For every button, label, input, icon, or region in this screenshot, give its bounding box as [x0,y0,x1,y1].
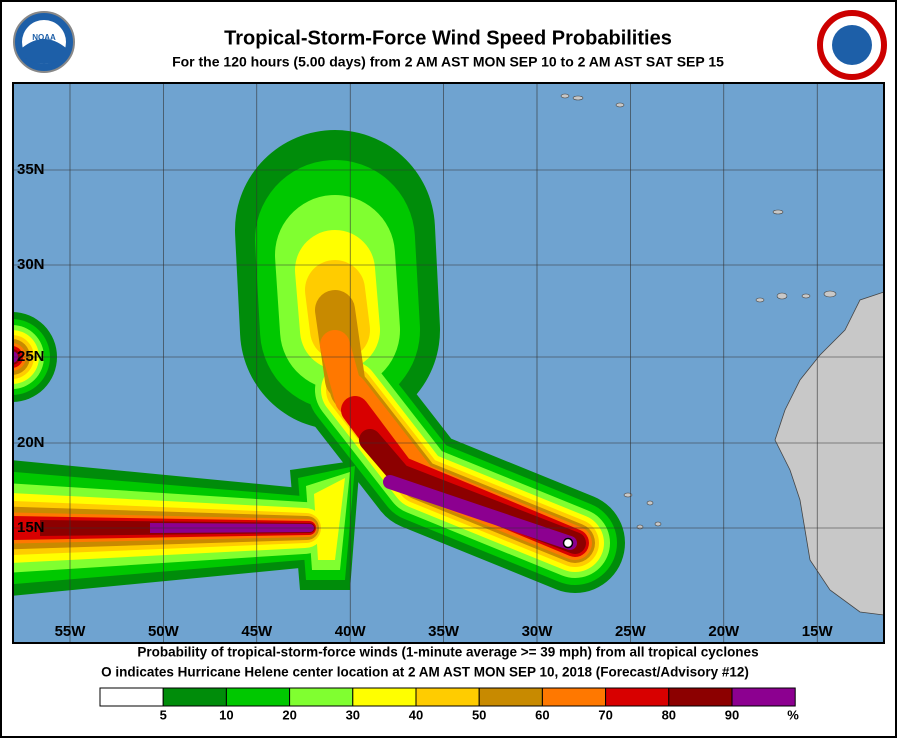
island [572,95,584,101]
nws-logo-inner [832,25,872,65]
contour-track [383,475,577,550]
legend-swatch [731,687,796,707]
contour-link [314,478,345,560]
lon-label: 20W [708,623,740,640]
legend-swatch [605,687,670,707]
lon-label: 15W [802,623,834,640]
lon-label: 50W [148,623,180,640]
island [772,209,784,215]
footer-line: Probability of tropical-storm-force wind… [137,645,758,660]
legend-swatch [352,687,417,707]
land [774,291,884,616]
lon-label: 30W [522,623,554,640]
legend-label: 40 [409,707,423,722]
legend-label: 50 [472,707,486,722]
legend: 5 10 20 30 40 50 60 70 80 90 [99,687,796,722]
legend-swatch [668,687,733,707]
island [823,290,837,298]
helene-center [562,537,574,549]
legend-unit: % [787,707,799,722]
lat-label: 15N [17,519,45,536]
legend-swatch [478,687,543,707]
island [636,524,644,530]
map-border [12,82,885,644]
lat-label: 25N [17,348,45,365]
island [560,93,570,99]
island [654,521,662,527]
probability-contours [13,130,625,596]
noaa-logo-text: NOAA [32,33,56,42]
subtitle: For the 120 hours (5.00 days) from 2 AM … [172,54,724,70]
legend-swatch [415,687,480,707]
island [646,500,654,506]
legend-label: 60 [535,707,549,722]
legend-swatch [225,687,291,707]
lon-label: 55W [55,623,87,640]
island [776,292,788,300]
legend-label: 90 [725,707,739,722]
lat-label: 35N [17,161,45,178]
map-layers [13,83,884,643]
legend-label: 20 [282,707,296,722]
lon-label: 40W [335,623,367,640]
island [755,297,765,303]
legend-label: 80 [662,707,676,722]
legend-swatch [162,687,227,707]
lon-label: 25W [615,623,647,640]
lon-label: 45W [241,623,273,640]
legend-swatch [99,687,164,707]
legend-swatch [289,687,354,707]
lon-label: 35W [428,623,460,640]
legend-label: 5 [160,707,167,722]
title: Tropical-Storm-Force Wind Speed Probabil… [224,27,672,49]
noaa-logo-wave [22,39,66,64]
legend-swatch [541,687,607,707]
legend-label: 70 [598,707,612,722]
footer-line: O indicates Hurricane Helene center loca… [101,665,749,680]
island [615,102,625,108]
island [801,293,811,299]
island [623,492,633,498]
lat-label: 30N [17,256,45,273]
lat-label: 20N [17,434,45,451]
legend-label: 30 [346,707,360,722]
legend-label: 10 [219,707,233,722]
